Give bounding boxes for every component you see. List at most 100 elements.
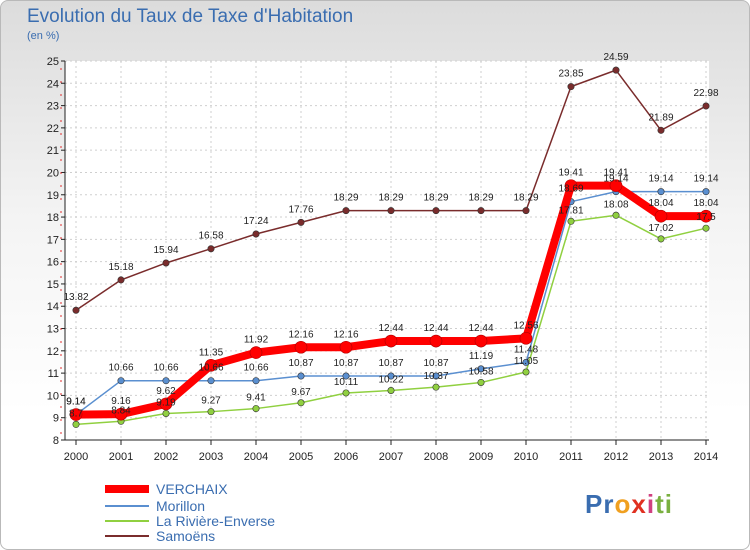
data-label: 10.37 bbox=[423, 371, 448, 382]
plot-area bbox=[65, 61, 709, 440]
legend-label-1: Morillon bbox=[156, 498, 205, 514]
proxiti-logo: Proxiti bbox=[585, 489, 673, 520]
data-point-3 bbox=[702, 102, 710, 110]
data-point-2 bbox=[297, 399, 305, 407]
data-label: 11.48 bbox=[514, 344, 539, 355]
data-point-2 bbox=[252, 405, 260, 413]
y-tick-label: 20 bbox=[47, 167, 59, 179]
data-label: 17.24 bbox=[243, 216, 268, 227]
x-tick-label: 2011 bbox=[559, 451, 583, 463]
logo-part: x bbox=[631, 489, 647, 519]
y-tick-label: 25 bbox=[47, 56, 59, 68]
data-label: 12.44 bbox=[423, 323, 448, 334]
data-label: 17.02 bbox=[648, 223, 673, 234]
y-tick-label: 15 bbox=[47, 279, 59, 291]
data-point-1 bbox=[207, 377, 215, 385]
x-tick-label: 2012 bbox=[604, 451, 628, 463]
y-tick-label: 10 bbox=[47, 390, 59, 402]
data-point-1 bbox=[702, 188, 710, 196]
x-tick-label: 2010 bbox=[514, 451, 538, 463]
data-label: 18.29 bbox=[468, 193, 493, 204]
data-label: 11.92 bbox=[244, 335, 269, 346]
data-point-0 bbox=[429, 334, 443, 348]
legend-label-2: La Rivière-Enverse bbox=[156, 513, 275, 529]
x-tick-label: 2008 bbox=[424, 451, 448, 463]
data-label: 19.41 bbox=[558, 168, 583, 179]
y-tick-label: 13 bbox=[47, 324, 59, 336]
x-tick-label: 2001 bbox=[109, 451, 133, 463]
data-point-0 bbox=[564, 179, 578, 192]
data-point-1 bbox=[252, 377, 260, 385]
data-point-0 bbox=[204, 359, 218, 372]
y-tick-label: 22 bbox=[47, 123, 59, 135]
data-point-3 bbox=[657, 126, 665, 134]
data-label: 10.11 bbox=[334, 377, 359, 388]
x-tick-label: 2004 bbox=[244, 451, 268, 463]
data-label: 10.66 bbox=[243, 363, 268, 374]
data-label: 16.58 bbox=[198, 231, 223, 242]
legend-label-0: VERCHAIX bbox=[156, 481, 228, 497]
data-point-2 bbox=[567, 217, 575, 225]
x-tick-label: 2014 bbox=[694, 451, 718, 463]
x-tick-label: 2009 bbox=[469, 451, 493, 463]
data-point-2 bbox=[342, 389, 350, 397]
data-point-0 bbox=[249, 346, 263, 359]
data-point-3 bbox=[207, 245, 215, 253]
data-label: 9.62 bbox=[156, 386, 176, 397]
data-label: 12.16 bbox=[288, 329, 313, 340]
y-tick-label: 8 bbox=[53, 435, 59, 447]
data-point-1 bbox=[342, 372, 350, 380]
data-label: 18.04 bbox=[693, 198, 718, 209]
data-point-3 bbox=[297, 218, 305, 226]
data-label: 17.5 bbox=[696, 212, 716, 223]
y-tick-label: 9 bbox=[53, 413, 59, 425]
data-label: 18.29 bbox=[513, 193, 538, 204]
data-point-2 bbox=[207, 408, 215, 416]
y-tick-label: 23 bbox=[47, 101, 59, 113]
data-label: 10.66 bbox=[153, 363, 178, 374]
data-label: 19.41 bbox=[603, 168, 628, 179]
data-point-0 bbox=[474, 334, 488, 348]
data-point-1 bbox=[522, 358, 530, 366]
data-label: 9.27 bbox=[201, 396, 221, 407]
data-point-2 bbox=[72, 420, 80, 428]
data-label: 21.89 bbox=[648, 112, 673, 123]
data-label: 9.16 bbox=[111, 396, 131, 407]
data-label: 9.41 bbox=[246, 393, 266, 404]
x-tick-label: 2006 bbox=[334, 451, 358, 463]
data-label: 11.35 bbox=[199, 347, 224, 358]
y-tick-label: 12 bbox=[47, 346, 59, 358]
data-point-0 bbox=[69, 408, 83, 421]
data-label: 10.66 bbox=[108, 363, 133, 374]
data-point-0 bbox=[384, 334, 398, 348]
data-point-0 bbox=[114, 407, 128, 421]
data-label: 23.85 bbox=[558, 69, 583, 80]
data-label: 18.29 bbox=[423, 193, 448, 204]
data-point-3 bbox=[342, 207, 350, 215]
logo-part: ti bbox=[655, 489, 673, 519]
data-label: 11.19 bbox=[469, 351, 494, 362]
data-label: 11.05 bbox=[514, 356, 539, 367]
data-point-2 bbox=[522, 368, 530, 376]
chart-subtitle: (en %) bbox=[27, 30, 60, 42]
data-label: 12.44 bbox=[468, 323, 493, 334]
data-point-1 bbox=[477, 365, 485, 373]
data-point-2 bbox=[432, 383, 440, 391]
data-label: 9.14 bbox=[66, 397, 86, 408]
data-point-0 bbox=[609, 179, 623, 192]
data-point-3 bbox=[387, 207, 395, 215]
data-point-2 bbox=[477, 378, 485, 386]
y-tick-label: 18 bbox=[47, 212, 59, 224]
data-label: 10.87 bbox=[288, 358, 313, 369]
data-label: 18.08 bbox=[603, 199, 628, 210]
data-point-0 bbox=[699, 209, 713, 223]
data-point-2 bbox=[162, 409, 170, 417]
data-label: 17.76 bbox=[288, 204, 313, 215]
data-point-1 bbox=[657, 188, 665, 196]
data-label: 18.29 bbox=[378, 193, 403, 204]
data-label: 10.87 bbox=[423, 358, 448, 369]
data-point-1 bbox=[432, 372, 440, 380]
y-tick-label: 17 bbox=[47, 234, 59, 246]
